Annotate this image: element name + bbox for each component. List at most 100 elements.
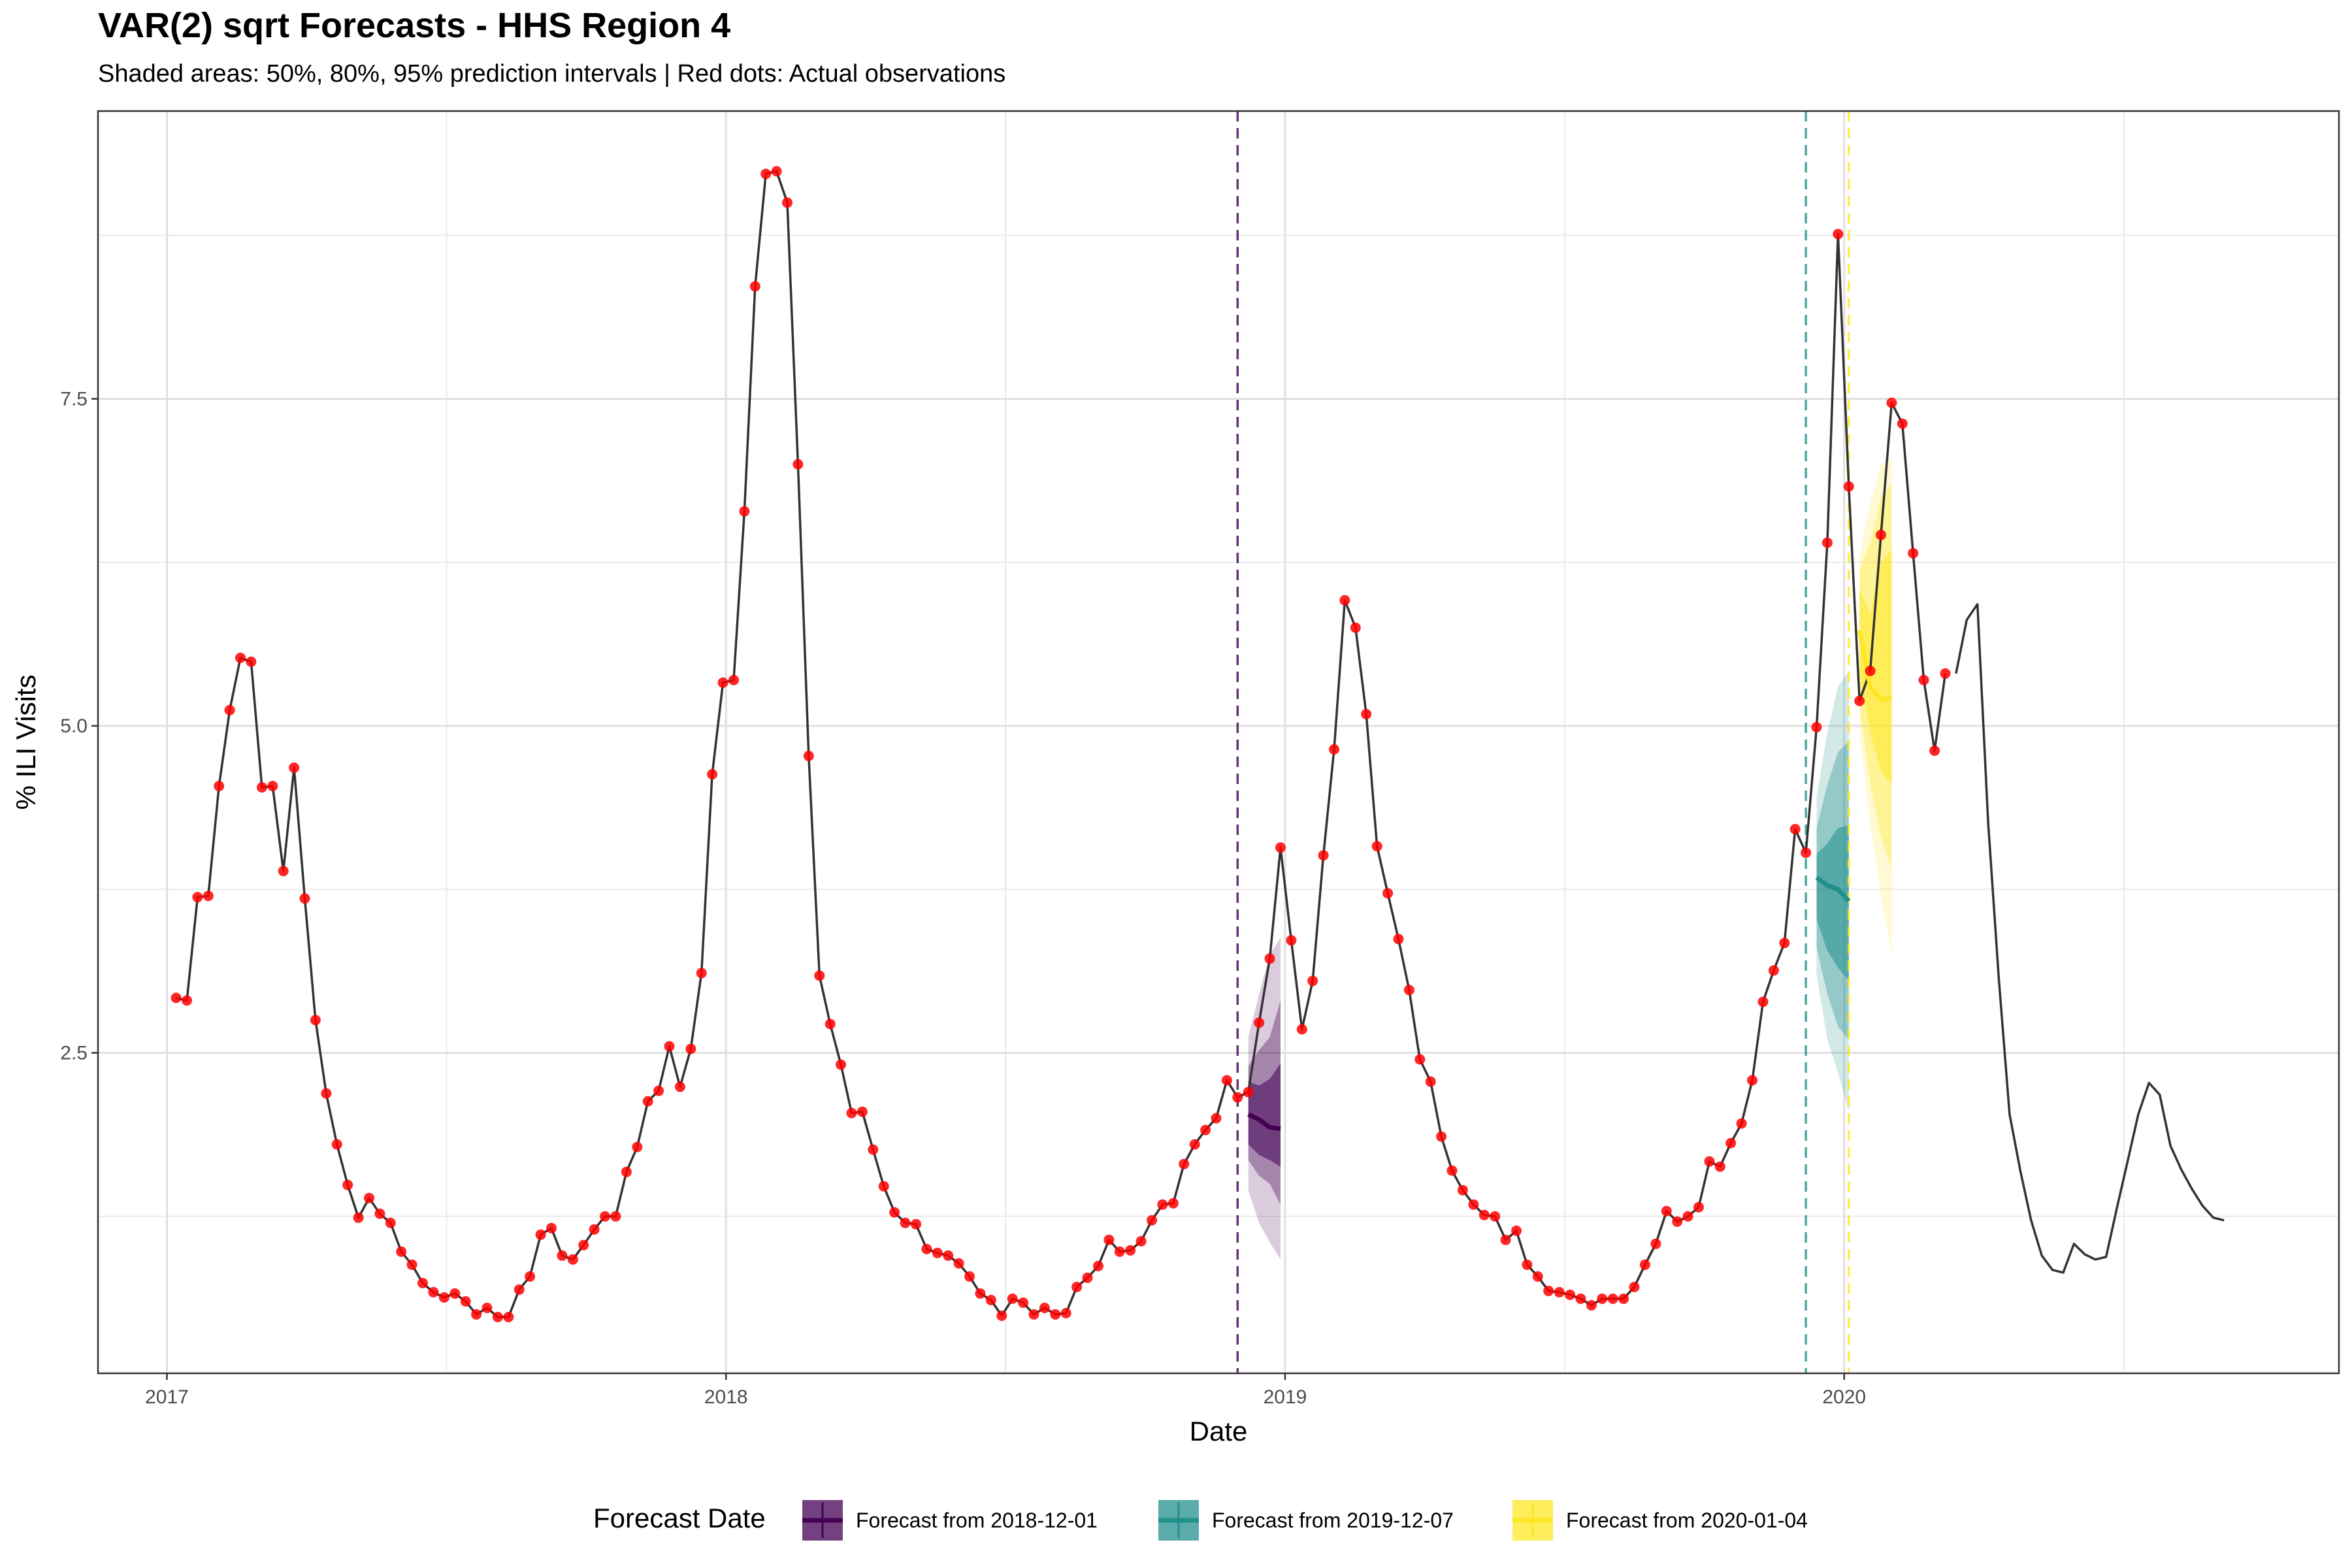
observation-point — [1221, 1075, 1232, 1086]
observation-point — [385, 1217, 396, 1228]
plot-panel-border — [97, 110, 2340, 1375]
observation-point — [224, 704, 235, 715]
observation-point — [1382, 888, 1394, 899]
observation-points — [171, 166, 1951, 1322]
observation-point — [1007, 1293, 1018, 1304]
observation-point — [1811, 722, 1822, 732]
observation-point — [1565, 1289, 1576, 1300]
observation-point — [1103, 1234, 1115, 1245]
observation-point — [846, 1107, 857, 1119]
observation-point — [771, 166, 782, 177]
observation-point — [353, 1212, 364, 1223]
observation-point — [1650, 1238, 1661, 1249]
observation-point — [1779, 938, 1790, 949]
x-tick-label: 2020 — [1822, 1386, 1866, 1408]
observation-point — [396, 1246, 407, 1257]
observation-point — [460, 1296, 471, 1307]
forecast-3-median-line — [1857, 630, 1892, 702]
observation-point — [1254, 1017, 1265, 1028]
observation-point — [674, 1081, 685, 1092]
forecast-1-pi50-band — [1248, 1063, 1281, 1167]
observation-point — [299, 893, 310, 904]
axes: Date % ILI Visits 2.5 5.0 7.5 2017 2018 2019 2… — [10, 388, 1866, 1446]
observation-point — [868, 1144, 879, 1155]
observation-point — [1371, 841, 1382, 852]
observation-point — [696, 968, 707, 979]
observation-point — [1232, 1092, 1243, 1103]
observed-series — [176, 170, 2225, 1318]
actual-series-tail-line — [1955, 603, 2225, 1274]
x-axis-title: Date — [1190, 1416, 1248, 1446]
observation-point — [878, 1181, 889, 1192]
observation-point — [1607, 1293, 1618, 1304]
observation-point — [825, 1019, 836, 1030]
observation-point — [171, 992, 182, 1004]
y-tick-label: 5.0 — [60, 715, 88, 737]
observation-point — [1682, 1211, 1693, 1222]
forecast-1-median-line — [1247, 1112, 1281, 1132]
prediction-intervals — [1248, 457, 1892, 1260]
observation-point — [1736, 1118, 1747, 1129]
forecast-2-median-line — [1815, 875, 1851, 903]
observation-point — [717, 677, 728, 688]
observation-point — [1865, 665, 1876, 676]
observation-point — [739, 506, 750, 517]
observation-point — [192, 892, 203, 903]
observation-point — [1147, 1215, 1157, 1226]
observation-point — [1789, 824, 1801, 835]
observation-point — [1522, 1259, 1533, 1270]
observation-point — [1168, 1198, 1179, 1209]
forecast-3-pi50-band — [1859, 549, 1892, 785]
legend: Forecast Date Forecast from 2018-12-01 Fo… — [593, 1500, 1808, 1541]
observation-point — [1661, 1205, 1672, 1217]
observation-point — [1693, 1201, 1704, 1213]
observation-point — [589, 1224, 600, 1235]
legend-key-forecast-3 — [1512, 1500, 1553, 1541]
forecast-medians — [1247, 630, 1892, 1132]
observation-point — [803, 751, 814, 761]
forecast-origin-lines — [1236, 111, 1850, 1373]
observation-point — [1425, 1076, 1436, 1087]
observation-point — [417, 1277, 428, 1288]
observation-point — [1575, 1293, 1586, 1304]
observation-point — [953, 1258, 964, 1269]
observation-point — [1597, 1293, 1608, 1304]
observation-point — [782, 197, 792, 208]
observation-point — [1093, 1260, 1103, 1271]
observation-point — [685, 1043, 696, 1054]
observation-point — [1436, 1131, 1447, 1142]
observation-point — [836, 1059, 847, 1070]
observation-point — [900, 1217, 911, 1228]
observation-point — [964, 1271, 975, 1282]
observation-point — [1843, 481, 1854, 492]
observation-point — [546, 1222, 557, 1233]
observation-point — [1286, 935, 1297, 946]
observation-point — [1200, 1124, 1211, 1135]
observation-point — [985, 1294, 996, 1305]
observation-point — [921, 1243, 932, 1254]
observation-point — [1821, 537, 1833, 548]
observation-point — [578, 1239, 589, 1250]
observation-point — [482, 1302, 493, 1313]
observation-point — [267, 781, 278, 792]
observation-point — [1639, 1259, 1650, 1270]
observation-point — [331, 1139, 342, 1150]
forecast-2-pi50-band — [1816, 825, 1849, 981]
observation-point — [1018, 1297, 1029, 1308]
observation-point — [449, 1288, 461, 1299]
observation-point — [1179, 1158, 1190, 1169]
observation-point — [1747, 1075, 1758, 1086]
observation-point — [235, 652, 246, 663]
observation-point — [1618, 1293, 1629, 1304]
observation-point — [932, 1247, 943, 1258]
observation-point — [1714, 1161, 1725, 1172]
observation-point — [1264, 953, 1275, 964]
observation-point — [1135, 1235, 1147, 1247]
grid-lines — [98, 111, 2339, 1373]
observation-point — [256, 782, 267, 793]
observation-point — [289, 762, 300, 773]
legend-label-forecast-1: Forecast from 2018-12-01 — [856, 1509, 1098, 1532]
observation-point — [1554, 1286, 1565, 1298]
observation-point — [1403, 985, 1414, 996]
observation-point — [1478, 1209, 1490, 1220]
